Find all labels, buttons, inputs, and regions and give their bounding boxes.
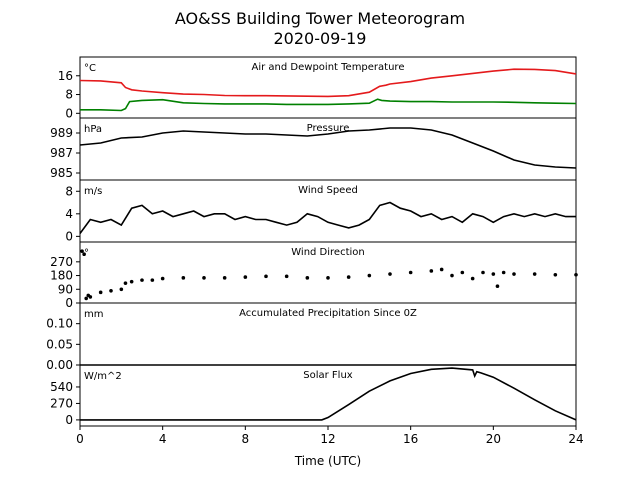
series-line-1	[80, 367, 577, 421]
y-tick-label: 540	[50, 380, 73, 394]
data-point	[181, 276, 186, 280]
x-tick-label: 4	[159, 432, 167, 446]
y-tick-label: 8	[65, 184, 73, 198]
y-tick-label: 90	[58, 282, 73, 296]
data-point	[326, 276, 330, 280]
y-tick-label: 0	[65, 413, 73, 427]
y-tick-label: 0.10	[46, 317, 73, 331]
data-point	[470, 276, 475, 281]
data-point	[429, 269, 434, 273]
data-point	[119, 287, 124, 292]
panel-5: 0.00 0.05 0.10 mm Accumulated Precipitation …	[46, 302, 577, 372]
y-tick-label: 987	[50, 146, 73, 160]
data-point	[129, 279, 134, 284]
x-tick-label: 20	[486, 432, 501, 446]
data-point	[88, 295, 93, 299]
x-tick-label: 16	[403, 432, 418, 446]
y-tick-label: 0.05	[46, 337, 73, 351]
data-point	[243, 275, 248, 279]
data-point	[512, 272, 516, 276]
data-point	[84, 296, 88, 301]
figure-date: 2020-09-19	[274, 29, 367, 48]
x-tick-label: 12	[320, 432, 335, 446]
x-tick-label: 0	[76, 432, 84, 446]
data-point	[501, 270, 506, 275]
x-tick-label: 8	[242, 432, 250, 446]
data-point	[202, 276, 206, 280]
y-tick-label: 0	[65, 229, 73, 243]
y-tick-label: 180	[50, 269, 73, 283]
panel-unit-label: °C	[84, 63, 96, 74]
y-tick-label: 8	[65, 88, 73, 102]
y-tick-label: 985	[50, 166, 73, 180]
y-tick-label: 0.00	[46, 358, 73, 372]
data-point	[123, 281, 128, 285]
data-point	[495, 284, 500, 289]
data-point	[346, 275, 351, 279]
y-tick-label: 270	[50, 255, 73, 269]
data-point	[532, 272, 537, 276]
panel-unit-label: W/m^2	[84, 371, 122, 382]
y-tick-label: 4	[65, 207, 73, 221]
panels: 0 8 16 °C Air and Dewpoint Temperature 985 987…	[46, 56, 578, 427]
data-point	[388, 272, 392, 276]
panel-unit-label: hPa	[84, 124, 102, 135]
data-point	[80, 249, 84, 253]
data-point	[109, 289, 113, 293]
series-line-1	[79, 127, 577, 169]
panel-title: Pressure	[307, 123, 350, 134]
data-point	[305, 276, 310, 280]
series-line-1	[79, 201, 576, 234]
x-axis-label: Time (UTC)	[294, 454, 361, 468]
panel-title: Wind Direction	[291, 247, 365, 258]
series-line-1	[79, 68, 577, 98]
panel-2: 985 987 989 hPa Pressure	[50, 117, 577, 181]
data-point	[481, 270, 485, 275]
data-point	[439, 267, 444, 272]
data-point	[450, 273, 454, 278]
data-point	[140, 278, 144, 282]
data-point	[460, 270, 465, 275]
panel-unit-label: °	[84, 248, 89, 259]
data-point	[264, 274, 268, 279]
panel-unit-label: mm	[84, 309, 103, 320]
panel-1: 0 8 16 °C Air and Dewpoint Temperature	[58, 56, 577, 120]
y-tick-label: 0	[65, 296, 73, 310]
data-point	[150, 278, 155, 282]
x-axis: 0 4 8 12 16 20 24	[76, 426, 584, 446]
data-point	[222, 276, 227, 280]
series-line-2	[80, 98, 577, 112]
y-tick-label: 0	[65, 106, 73, 120]
data-point	[160, 276, 165, 281]
y-tick-label: 16	[58, 69, 73, 83]
panel-title: Solar Flux	[303, 370, 353, 381]
data-point	[82, 252, 86, 256]
data-point	[574, 272, 578, 277]
data-point	[553, 272, 558, 277]
panel-unit-label: m/s	[84, 186, 102, 197]
panel-title: Wind Speed	[298, 185, 358, 196]
data-point	[98, 290, 103, 295]
data-point	[284, 274, 289, 279]
y-tick-label: 989	[50, 126, 73, 140]
panel-3: 0 4 8 m/s Wind Speed	[65, 179, 577, 243]
y-tick-label: 270	[50, 396, 73, 410]
figure-title: AO&SS Building Tower Meteorogram	[175, 9, 465, 28]
data-point	[367, 273, 372, 278]
panel-title: Accumulated Precipitation Since 0Z	[239, 308, 417, 319]
x-tick-label: 24	[568, 432, 583, 446]
data-point	[408, 270, 413, 275]
panel-title: Air and Dewpoint Temperature	[252, 62, 405, 73]
data-point	[491, 272, 496, 276]
panel-6: 0 270 540 W/m^2 Solar Flux	[50, 364, 577, 427]
